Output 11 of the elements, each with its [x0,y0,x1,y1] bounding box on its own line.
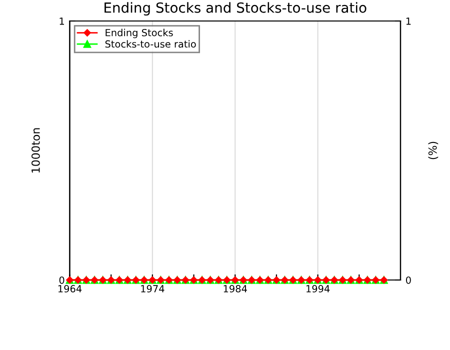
legend-label: Ending Stocks [106,28,173,38]
y2-tick-label: 1 [406,18,411,25]
y2-tick-label: 0 [406,276,411,284]
x-tick-label: 1994 [306,285,330,292]
x-tick-label: 1964 [58,285,82,292]
legend-label: Stocks-to-use ratio [105,40,196,48]
y-axis-title: 1000ton [31,128,40,173]
x-tick-label: 1984 [224,285,247,292]
y2-axis-title: (%) [428,142,438,160]
chart-title: Ending Stocks and Stocks-to-use ratio [104,2,366,16]
x-tick-label: 1974 [141,285,164,292]
